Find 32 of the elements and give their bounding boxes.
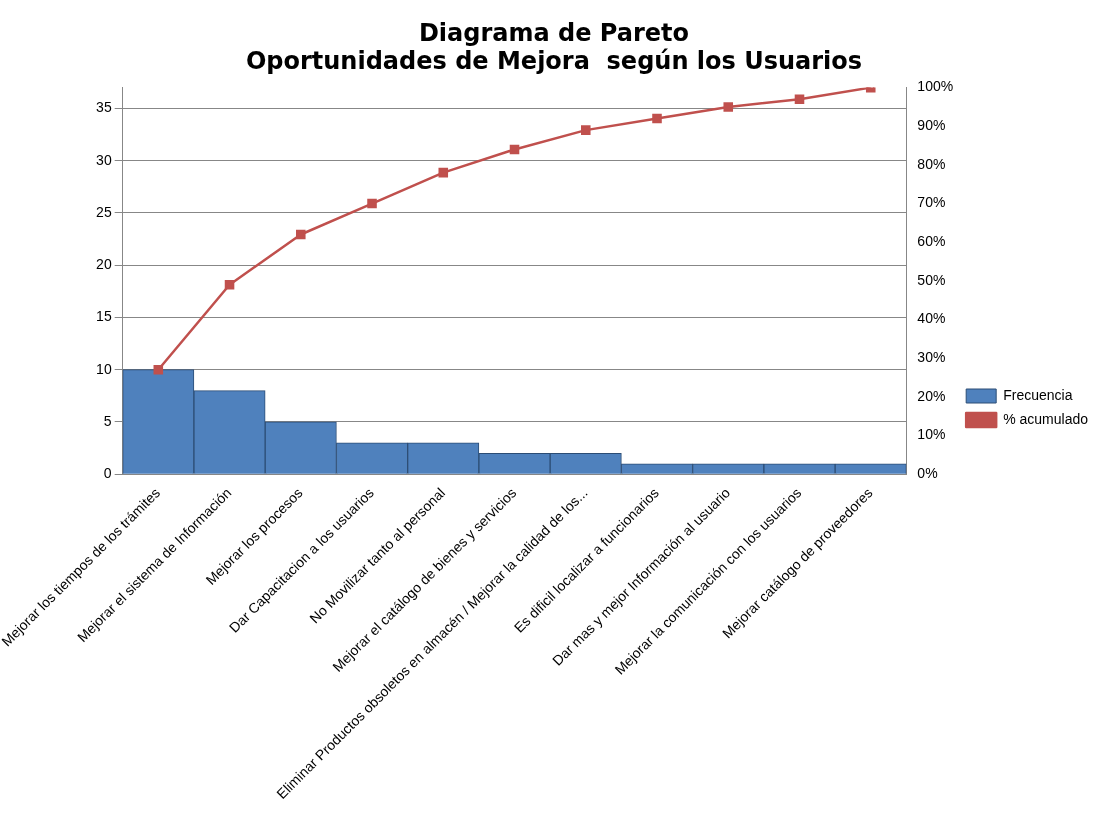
legend-label: Frecuencia (1003, 386, 1073, 403)
y2-tick-label: 50% (917, 271, 946, 288)
y2-tick-label: 10% (917, 426, 946, 443)
y2-tick-label: 80% (917, 155, 946, 172)
y2-tick-label: 40% (917, 310, 946, 327)
y2-tick-label: 70% (917, 194, 946, 211)
chart-title: Diagrama de Pareto Oportunidades de Mejora según los Usuarios (245, 18, 863, 76)
y2-tick-label: 90% (917, 117, 946, 134)
point (580, 125, 591, 135)
y-tick-label: 15 (96, 308, 112, 325)
point (509, 144, 520, 155)
y-tick-label: 0 (103, 465, 112, 482)
y2-tick-label: 0% (917, 465, 938, 482)
y2-tick-label: 100% (917, 78, 954, 95)
y2-tick-label: 20% (917, 387, 946, 404)
y-tick-label: 20 (96, 256, 112, 273)
point (296, 229, 306, 240)
point (153, 365, 164, 375)
point (367, 198, 377, 209)
y-tick-label: 30 (96, 151, 112, 168)
y-tick-label: 5 (103, 412, 112, 429)
y-tick-label: 25 (96, 203, 112, 220)
point (794, 94, 805, 104)
legend-label: % acumulado (1003, 410, 1089, 427)
point (438, 167, 449, 178)
y-tick-label: 10 (96, 360, 112, 377)
point (652, 113, 662, 124)
point (723, 102, 734, 112)
y-tick-label: 35 (96, 99, 112, 116)
point (224, 279, 235, 290)
y2-tick-label: 30% (917, 349, 946, 366)
y2-tick-label: 60% (917, 233, 946, 250)
